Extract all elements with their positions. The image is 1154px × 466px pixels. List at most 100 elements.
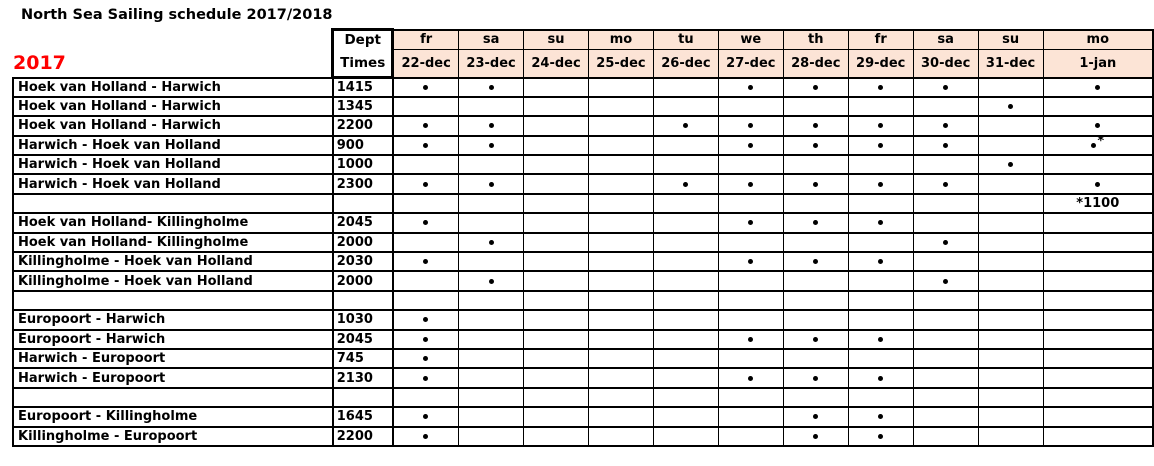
schedule-cell [912, 231, 979, 254]
table-row [12, 289, 1154, 312]
schedule-cell [523, 289, 589, 312]
schedule-cell [458, 406, 525, 428]
schedule-cell [392, 115, 460, 137]
schedule-cell [717, 309, 784, 331]
schedule-cell [588, 212, 654, 234]
schedule-cell [912, 250, 979, 273]
year-label: 2017 [13, 49, 333, 78]
schedule-cell [523, 309, 589, 331]
table-row: Europoort - Killingholme 1645 [12, 406, 1154, 428]
schedule-cell [977, 367, 1044, 389]
schedule-cell [717, 154, 784, 176]
time-cell: 2200 [331, 115, 394, 137]
schedule-cell [652, 231, 719, 254]
schedule-cell [1042, 328, 1154, 350]
dot-icon [943, 84, 949, 90]
schedule-cell [523, 134, 589, 157]
schedule-cell [847, 173, 914, 195]
time-cell: 1415 [331, 76, 394, 98]
schedule-cell [912, 386, 979, 409]
schedule-cell [847, 386, 914, 409]
dot-icon [1095, 123, 1101, 129]
schedule-cell [392, 173, 460, 195]
schedule-cell [1042, 76, 1154, 98]
schedule-cell [912, 347, 979, 370]
date-header-row: 2017 Times 22-dec 23-dec 24-dec 25-dec 26-de… [13, 49, 1154, 79]
date-header-cell: 23-dec [458, 49, 525, 79]
dot-icon [748, 375, 754, 381]
schedule-cell [652, 347, 719, 370]
footnote-asterisk: * [1097, 135, 1105, 149]
schedule-cell [912, 309, 979, 331]
dot-icon [943, 181, 949, 187]
schedule-cell [1042, 250, 1154, 273]
schedule-cell [523, 406, 589, 428]
schedule-cell [977, 386, 1044, 409]
dot-icon [683, 123, 689, 129]
schedule-cell [847, 134, 914, 157]
dot-icon [488, 239, 494, 245]
schedule-cell [588, 192, 654, 215]
dot-icon [423, 181, 429, 187]
route-cell: Killingholme - Europoort [12, 425, 334, 447]
schedule-cell [977, 192, 1044, 215]
schedule-cell [782, 192, 849, 215]
dot-icon [878, 84, 884, 90]
date-header-cell: 31-dec [977, 49, 1044, 79]
schedule-cell [458, 95, 525, 118]
dot-icon [748, 84, 754, 90]
schedule-cell [782, 270, 849, 292]
schedule-cell [782, 347, 849, 370]
time-cell [331, 386, 394, 409]
day-header-cell: su [977, 28, 1044, 50]
schedule-cell [1042, 95, 1154, 118]
route-cell [12, 289, 334, 312]
schedule-cell [912, 134, 979, 157]
schedule-cell [588, 406, 654, 428]
schedule-cell [392, 250, 460, 273]
schedule-cell [652, 95, 719, 118]
schedule-cell [717, 250, 784, 273]
route-cell [12, 386, 334, 409]
schedule-cell [392, 192, 460, 215]
schedule-cell [458, 250, 525, 273]
schedule-cell [458, 270, 525, 292]
dot-icon [423, 356, 429, 362]
time-cell: 2045 [331, 328, 394, 350]
dot-icon [943, 123, 949, 129]
schedule-cell [588, 347, 654, 370]
schedule-cell [523, 192, 589, 215]
route-cell: Harwich - Europoort [12, 347, 334, 370]
table-row: Killingholme - Hoek van Holland 2030 [12, 250, 1154, 273]
schedule-cell [782, 231, 849, 254]
schedule-cell [977, 134, 1044, 157]
schedule-cell [392, 347, 460, 370]
schedule-cell [977, 212, 1044, 234]
day-header-cell: fr [847, 28, 914, 50]
schedule-cell [782, 386, 849, 409]
schedule-cell [847, 406, 914, 428]
route-cell: Harwich - Europoort [12, 367, 334, 389]
schedule-cell [717, 231, 784, 254]
schedule-cell [977, 309, 1044, 331]
schedule-cell [458, 386, 525, 409]
table-row: Hoek van Holland- Killingholme 2045 [12, 212, 1154, 234]
schedule-cell [717, 289, 784, 312]
dot-icon [748, 259, 754, 265]
schedule-cell [977, 289, 1044, 312]
day-header-row: Dept fr sa su mo tu we th fr sa su mo [13, 28, 1154, 50]
schedule-cell [523, 328, 589, 350]
table-row: Killingholme - Hoek van Holland 2000 [12, 270, 1154, 292]
table-row: Harwich - Europoort 745 [12, 347, 1154, 370]
schedule-cell [717, 173, 784, 195]
table-row: Harwich - Hoek van Holland 1000 [12, 154, 1154, 176]
schedule-cell [392, 367, 460, 389]
route-cell: Hoek van Holland - Harwich [12, 115, 334, 137]
dot-icon [813, 336, 819, 342]
schedule-cell [847, 270, 914, 292]
schedule-cell [782, 154, 849, 176]
schedule-cell [977, 328, 1044, 350]
schedule-cell [523, 250, 589, 273]
schedule-page: North Sea Sailing schedule 2017/2018 Dep… [12, 7, 1154, 447]
schedule-cell [847, 115, 914, 137]
